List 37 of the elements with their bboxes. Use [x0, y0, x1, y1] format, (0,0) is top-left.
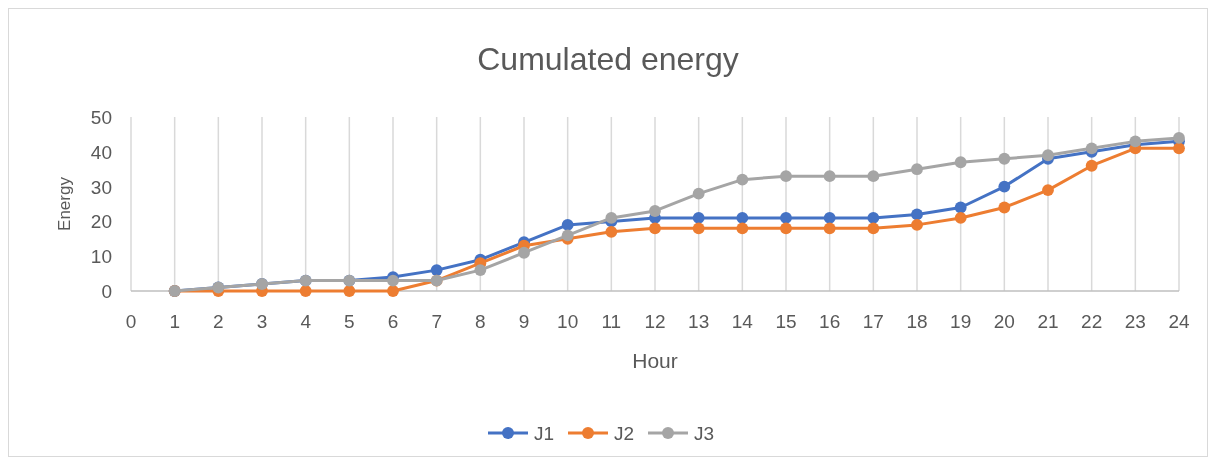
- x-tick-label: 15: [775, 311, 797, 332]
- x-tick-label: 12: [644, 311, 666, 332]
- y-tick-label: 0: [101, 281, 112, 302]
- x-tick-label: 21: [1037, 311, 1059, 332]
- x-tick-label: 23: [1124, 311, 1146, 332]
- x-tick-label: 5: [344, 311, 355, 332]
- legend-label: J3: [694, 423, 715, 444]
- x-tick-label: 20: [993, 311, 1015, 332]
- y-tick-label: 40: [90, 141, 112, 163]
- x-tick-label: 17: [862, 311, 884, 332]
- x-tick-label: 7: [431, 311, 442, 332]
- x-tick-label: 6: [387, 311, 399, 332]
- x-tick-label: 18: [906, 311, 928, 332]
- x-tick-label: 2: [213, 311, 224, 332]
- y-tick-label: 20: [90, 211, 112, 233]
- legend-label: J1: [534, 423, 555, 444]
- x-tick-label: 0: [125, 311, 137, 332]
- y-tick-label: 30: [90, 176, 112, 198]
- x-tick-label: 8: [475, 311, 486, 332]
- x-tick-label: 3: [256, 311, 268, 332]
- y-tick-label: 10: [90, 246, 112, 268]
- y-tick-label: 50: [90, 107, 112, 128]
- legend-label: J2: [614, 423, 635, 444]
- x-tick-label: 10: [557, 311, 579, 332]
- x-tick-label: 22: [1081, 311, 1103, 332]
- x-tick-label: 1: [169, 311, 180, 332]
- x-tick-label: 14: [731, 311, 754, 332]
- x-tick-label: 9: [518, 311, 530, 332]
- x-tick-label: 13: [688, 311, 710, 332]
- chart-title: Cumulated energy: [477, 41, 739, 77]
- x-tick-label: 16: [819, 311, 841, 332]
- x-tick-label: 19: [950, 311, 972, 332]
- x-tick-label: 4: [300, 311, 312, 332]
- x-tick-label: 24: [1168, 311, 1190, 332]
- x-axis-title: Hour: [632, 349, 678, 372]
- x-tick-label: 11: [601, 311, 622, 332]
- y-axis-title: Energy: [55, 176, 74, 231]
